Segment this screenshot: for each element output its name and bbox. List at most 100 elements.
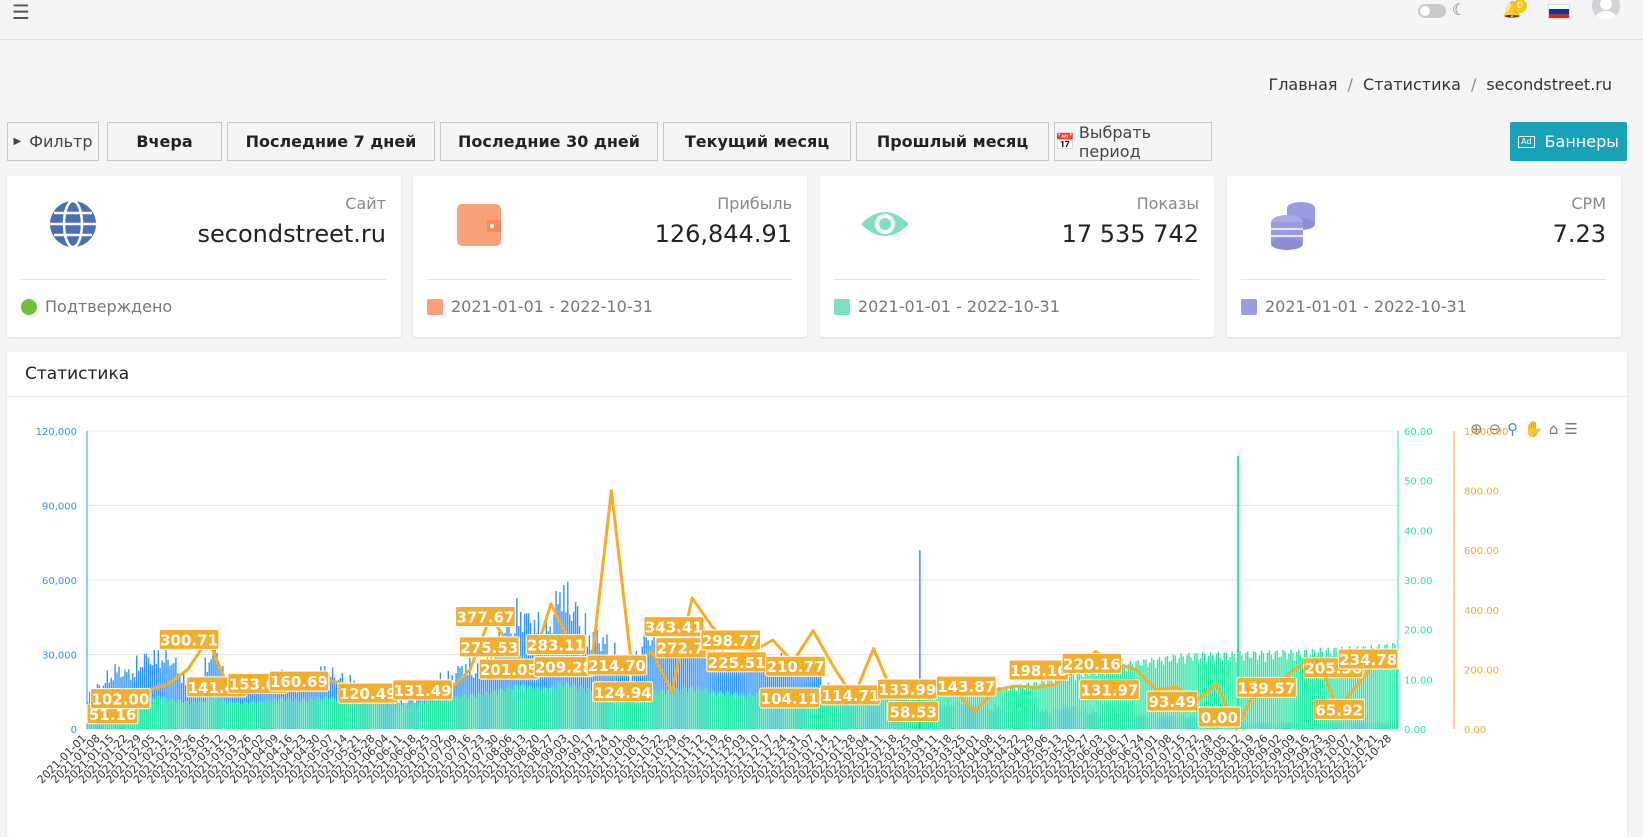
- reset-home-icon[interactable]: ⌂: [1548, 420, 1565, 438]
- bar: [1027, 682, 1029, 729]
- bar: [600, 690, 602, 729]
- bar: [780, 694, 783, 729]
- bar: [1082, 676, 1084, 729]
- breadcrumb-current: secondstreet.ru: [1486, 75, 1612, 94]
- data-label-text: 220.16: [1063, 655, 1121, 673]
- bar: [251, 700, 253, 729]
- bar: [718, 692, 720, 729]
- bar: [547, 691, 549, 729]
- bar: [384, 702, 387, 729]
- bar: [284, 701, 287, 729]
- bar: [281, 697, 283, 729]
- bar: [516, 684, 518, 729]
- period-30-days-button[interactable]: Последние 30 дней: [440, 122, 658, 161]
- bar: [849, 694, 851, 729]
- bar: [986, 692, 988, 729]
- bar: [964, 695, 967, 729]
- bar: [678, 691, 681, 729]
- bar: [422, 702, 424, 729]
- bar: [351, 700, 353, 729]
- bar: [210, 699, 212, 729]
- bar: [173, 663, 175, 729]
- y-right1-tick-label: 40.00: [1404, 526, 1433, 537]
- bar: [298, 702, 301, 729]
- data-label-text: 275.53: [460, 639, 518, 657]
- bar: [414, 703, 416, 729]
- bar: [190, 702, 193, 729]
- bar: [1366, 655, 1369, 729]
- language-flag-icon[interactable]: [1548, 4, 1570, 19]
- data-label: 58.53: [887, 701, 940, 723]
- bar: [504, 692, 506, 729]
- custom-period-button[interactable]: 📅 Выбрать период: [1054, 122, 1212, 161]
- banners-button[interactable]: Ad Баннеры: [1510, 122, 1627, 161]
- period-7-days-button[interactable]: Последние 7 дней: [227, 122, 435, 161]
- zoom-out-icon[interactable]: ⊖: [1488, 420, 1508, 438]
- filter-toggle-button[interactable]: ▶ Фильтр: [7, 122, 99, 161]
- bar: [1203, 654, 1206, 729]
- bar: [716, 657, 718, 729]
- bar: [1064, 675, 1067, 729]
- bar: [139, 698, 142, 729]
- data-label-box: [887, 701, 940, 723]
- bar: [1396, 653, 1398, 729]
- bar: [188, 704, 191, 729]
- bar: [500, 644, 502, 729]
- data-label-text: 104.11: [761, 690, 819, 708]
- bar: [159, 699, 161, 729]
- statistics-chart[interactable]: 0 30,000 60,000 90,000 120,000 0.00 10.00 20.00…: [7, 352, 1627, 837]
- bar: [510, 689, 512, 729]
- bar: [1104, 674, 1106, 729]
- period-current-month-button[interactable]: Текущий месяц: [663, 122, 851, 161]
- bar: [359, 699, 361, 729]
- data-label-text: 160.69: [270, 673, 328, 691]
- bar: [572, 683, 575, 729]
- bar: [169, 698, 171, 729]
- bar: [1058, 680, 1061, 729]
- bar: [1225, 652, 1227, 729]
- bar: [218, 668, 220, 729]
- data-label: 131.49: [392, 679, 453, 701]
- bar: [594, 688, 596, 729]
- dark-mode-toggle[interactable]: [1418, 4, 1446, 18]
- pan-hand-icon[interactable]: ✋: [1524, 420, 1549, 438]
- period-last-month-button[interactable]: Прошлый месяц: [856, 122, 1049, 161]
- zoom-select-icon[interactable]: ⚲: [1507, 420, 1525, 438]
- bar: [592, 691, 594, 729]
- bar: [537, 686, 540, 729]
- bar: [1335, 648, 1337, 729]
- bar: [680, 689, 683, 729]
- bar: [1045, 686, 1047, 729]
- breadcrumb-statistics[interactable]: Статистика: [1362, 75, 1461, 94]
- bar: [1198, 659, 1200, 729]
- bar: [404, 702, 406, 729]
- zoom-in-icon[interactable]: ⊕: [1470, 420, 1489, 438]
- bar: [1378, 644, 1380, 729]
- bar: [1145, 659, 1147, 729]
- period-yesterday-button[interactable]: Вчера: [107, 122, 222, 161]
- bar: [322, 698, 324, 729]
- breadcrumb-home[interactable]: Главная: [1268, 75, 1338, 94]
- bar: [541, 689, 544, 729]
- bar: [529, 684, 532, 729]
- bar: [555, 689, 557, 729]
- bar: [823, 693, 826, 729]
- bar: [1345, 658, 1347, 729]
- bar: [1323, 658, 1325, 729]
- chart-menu-icon[interactable]: ☰: [1564, 420, 1584, 438]
- bar: [808, 690, 810, 729]
- menu-icon[interactable]: ☰: [12, 0, 30, 24]
- bar: [514, 633, 516, 729]
- avatar[interactable]: [1592, 0, 1620, 20]
- y-right2-tick-label: 200.00: [1464, 665, 1499, 676]
- bar: [551, 684, 553, 729]
- bar: [602, 688, 604, 729]
- data-label: 93.49: [1146, 690, 1199, 712]
- bar: [212, 698, 214, 729]
- chart-toolbar: ⊕⊖⚲✋⌂☰: [1470, 420, 1584, 438]
- bar: [204, 702, 206, 729]
- data-label: 275.53: [459, 636, 520, 658]
- bar: [959, 692, 961, 729]
- bar: [610, 689, 612, 729]
- data-label: 0.00: [1197, 706, 1242, 728]
